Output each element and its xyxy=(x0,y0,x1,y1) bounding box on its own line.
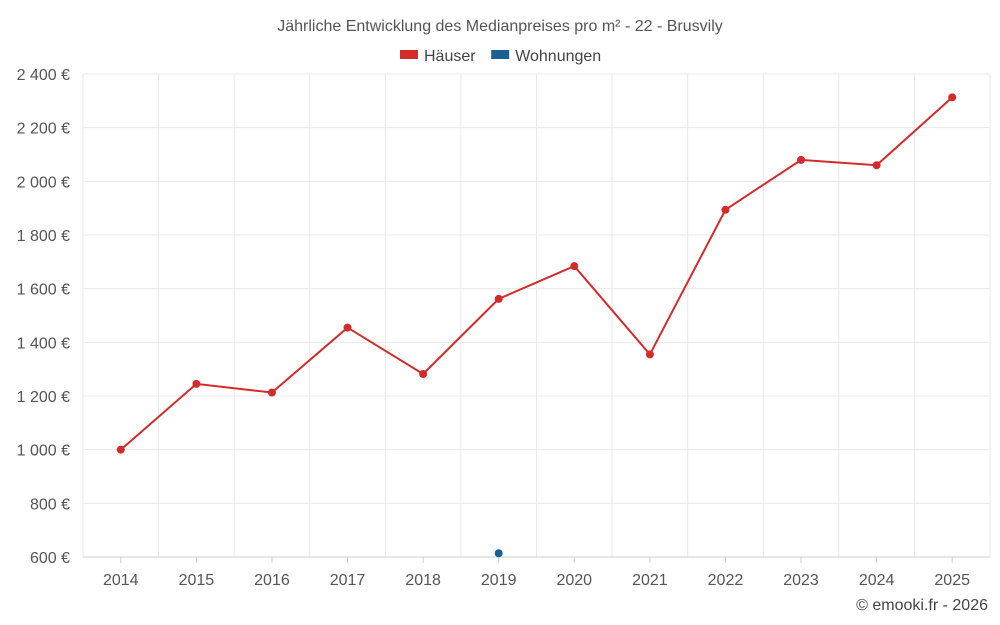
legend-label: Wohnungen xyxy=(515,48,601,65)
y-tick-label: 2 200 € xyxy=(17,121,70,138)
chart-title: Jährliche Entwicklung des Medianpreises … xyxy=(277,18,723,35)
y-tick-label: 1 800 € xyxy=(17,228,70,245)
x-tick-label: 2016 xyxy=(254,572,290,589)
legend-item[interactable]: Häuser xyxy=(400,48,476,65)
x-tick-label: 2025 xyxy=(934,572,970,589)
grid xyxy=(82,73,991,558)
x-tick-label: 2018 xyxy=(405,572,441,589)
legend-item[interactable]: Wohnungen xyxy=(491,48,601,65)
data-point[interactable] xyxy=(116,445,125,454)
y-tick-label: 1 000 € xyxy=(17,443,70,460)
legend-swatch xyxy=(400,50,418,59)
data-point[interactable] xyxy=(494,549,503,558)
data-point[interactable] xyxy=(192,379,201,388)
data-point[interactable] xyxy=(872,161,881,170)
x-tick-label: 2015 xyxy=(179,572,215,589)
x-tick-label: 2014 xyxy=(103,572,139,589)
data-point[interactable] xyxy=(721,205,730,214)
credit-text: © emooki.fr - 2026 xyxy=(856,597,988,614)
y-tick-label: 600 € xyxy=(30,550,70,567)
legend-label: Häuser xyxy=(424,48,476,65)
data-point[interactable] xyxy=(570,262,579,271)
series-häuser xyxy=(116,93,957,454)
series-layer xyxy=(116,93,957,558)
x-tick-label: 2019 xyxy=(481,572,517,589)
data-point[interactable] xyxy=(419,369,428,378)
x-tick-label: 2021 xyxy=(632,572,668,589)
x-tick-label: 2020 xyxy=(556,572,592,589)
y-tick-label: 2 400 € xyxy=(17,67,70,84)
y-tick-label: 1 200 € xyxy=(17,389,70,406)
data-point[interactable] xyxy=(948,93,957,102)
data-point[interactable] xyxy=(494,294,503,303)
x-tick-label: 2017 xyxy=(330,572,366,589)
x-tick-label: 2022 xyxy=(708,572,744,589)
x-axis: 2014 2015 2016 2017 2018 2019 2020 2021 2022 2023… xyxy=(103,557,970,589)
x-tick-label: 2024 xyxy=(859,572,895,589)
y-tick-label: 2 000 € xyxy=(17,174,70,191)
legend-swatch xyxy=(491,50,510,59)
x-tick-label: 2023 xyxy=(783,572,819,589)
legend: Häuser Wohnungen xyxy=(400,48,601,65)
y-tick-label: 1 400 € xyxy=(17,335,70,352)
data-point[interactable] xyxy=(797,155,806,164)
data-point[interactable] xyxy=(645,350,654,359)
data-point[interactable] xyxy=(267,388,276,397)
series-line xyxy=(120,96,953,451)
series-wohnungen xyxy=(494,549,503,558)
data-point[interactable] xyxy=(343,323,352,332)
y-axis: 600 € 800 € 1 000 € 1 200 € 1 400 € 1 600 € 1 … xyxy=(17,67,70,567)
y-tick-label: 1 600 € xyxy=(17,282,70,299)
y-tick-label: 800 € xyxy=(30,496,70,513)
